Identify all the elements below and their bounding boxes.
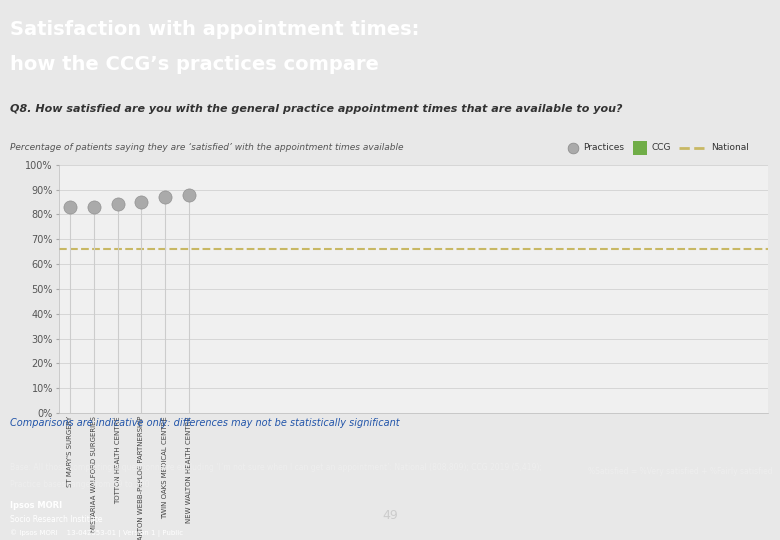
Point [112,200,124,209]
Text: © Ipsos MORI    13-042553-01 | Version 1 | Public: © Ipsos MORI 13-042553-01 | Version 1 | … [10,529,183,537]
Text: how the CCG’s practices compare: how the CCG’s practices compare [10,55,379,74]
Text: Ipsos MORI: Ipsos MORI [10,501,62,510]
Text: Satisfaction with appointment times:: Satisfaction with appointment times: [10,19,420,38]
Text: Percentage of patients saying they are ‘satisfied’ with the appointment times av: Percentage of patients saying they are ‘… [10,144,403,152]
Point [183,190,195,199]
Text: 49: 49 [382,509,398,522]
Text: Comparisons are indicative only: differences may not be statistically significan: Comparisons are indicative only: differe… [10,418,400,429]
Point [87,202,100,211]
Text: Base: All those completing a questionnaire excluding ‘I’m not sure when I can ge: Base: All those completing a questionnai… [10,463,542,472]
Point [135,198,147,206]
Text: CCG: CCG [651,144,671,152]
Text: %Satisfied = %Very satisfied + %Fairly satisfied: %Satisfied = %Very satisfied + %Fairly s… [587,467,772,476]
Text: Practice bases range from 69 to 190: Practice bases range from 69 to 190 [10,480,150,489]
Point [64,202,76,211]
Text: National: National [711,144,750,152]
Text: Socio Research Institute: Socio Research Institute [10,515,103,524]
FancyBboxPatch shape [633,141,647,154]
Point [158,193,171,201]
Text: Q8. How satisfied are you with the general practice appointment times that are a: Q8. How satisfied are you with the gener… [10,104,622,114]
Text: Practices: Practices [583,144,625,152]
